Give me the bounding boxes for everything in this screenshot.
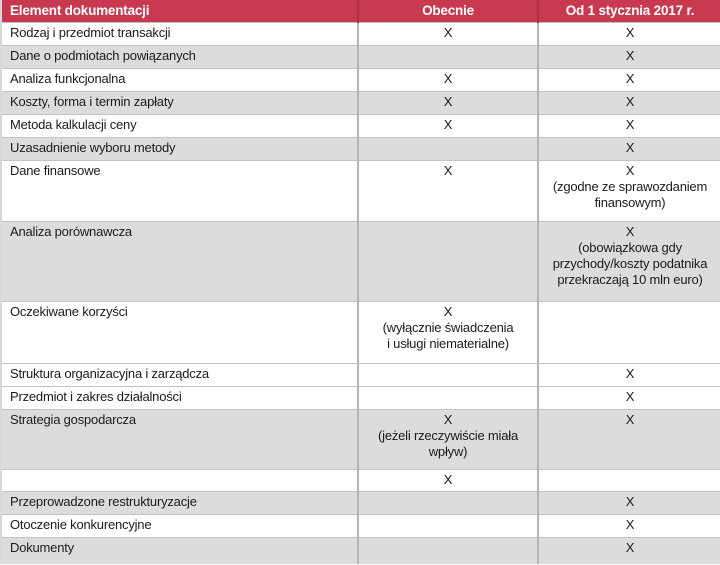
table-header: Element dokumentacji Obecnie Od 1 styczn… bbox=[1, 0, 720, 22]
element-label-cell: Strategia gospodarcza bbox=[1, 408, 358, 469]
header-row: Element dokumentacji Obecnie Od 1 styczn… bbox=[1, 0, 720, 22]
column-header-obecnie: Obecnie bbox=[357, 0, 538, 22]
od-2017-value-cell: X (obowiązkowa gdy przychody/koszty poda… bbox=[537, 220, 720, 301]
element-label-cell: Metoda kalkulacji ceny bbox=[1, 113, 358, 137]
column-header-element-dokumentacji: Element dokumentacji bbox=[1, 0, 358, 22]
table-row: Analiza funkcjonalna X X bbox=[1, 67, 720, 91]
obecnie-value-cell: X bbox=[357, 90, 538, 114]
table-row: Dane o podmiotach powiązanych X bbox=[1, 44, 720, 68]
od-2017-value-cell: X bbox=[537, 385, 720, 409]
table-row: Dane finansowe X X (zgodne ze sprawozdan… bbox=[1, 159, 720, 221]
table-row: Koszty, forma i termin zapłaty X X bbox=[1, 90, 720, 114]
obecnie-value-cell bbox=[357, 536, 538, 564]
obecnie-value-cell bbox=[357, 490, 538, 514]
od-2017-value-cell: X bbox=[537, 21, 720, 45]
element-label-cell: Koszty, forma i termin zapłaty bbox=[1, 90, 358, 114]
table-row: Przedmiot i zakres działalności X bbox=[1, 385, 720, 409]
od-2017-value-cell: X bbox=[537, 90, 720, 114]
table-body: Rodzaj i przedmiot transakcji X X Dane o… bbox=[1, 21, 720, 564]
od-2017-value-cell: X (zgodne ze sprawozdaniem finansowym) bbox=[537, 159, 720, 221]
table-row: Metoda kalkulacji ceny X X bbox=[1, 113, 720, 137]
od-2017-value-cell: X bbox=[537, 536, 720, 564]
obecnie-value-cell bbox=[357, 385, 538, 409]
element-label-cell: Przedmiot i zakres działalności bbox=[1, 385, 358, 409]
obecnie-value-cell bbox=[357, 136, 538, 160]
od-2017-value-cell: X bbox=[537, 513, 720, 537]
od-2017-value-cell: X bbox=[537, 490, 720, 514]
element-label-cell: Dane o podmiotach powiązanych bbox=[1, 44, 358, 68]
table-row: Dokumenty X bbox=[1, 536, 720, 564]
element-label-cell: Przeprowadzone restrukturyzacje bbox=[1, 490, 358, 514]
table-row: Przeprowadzone restrukturyzacje X bbox=[1, 490, 720, 514]
obecnie-value-cell: X (jeżeli rzeczywiście miała wpływ) bbox=[357, 408, 538, 469]
element-label-cell: Dane finansowe bbox=[1, 159, 358, 221]
element-label-cell: Analiza porównawcza bbox=[1, 220, 358, 301]
table-row: Oczekiwane korzyści X (wyłącznie świadcz… bbox=[1, 300, 720, 363]
od-2017-value-cell bbox=[537, 300, 720, 363]
od-2017-value-cell: X bbox=[537, 67, 720, 91]
element-label-cell: Rodzaj i przedmiot transakcji bbox=[1, 21, 358, 45]
table-row: Struktura organizacyjna i zarządcza X bbox=[1, 362, 720, 386]
od-2017-value-cell bbox=[537, 468, 720, 491]
od-2017-value-cell: X bbox=[537, 44, 720, 68]
element-label-cell: Dokumenty bbox=[1, 536, 358, 564]
obecnie-value-cell: X bbox=[357, 159, 538, 221]
element-label-cell: Struktura organizacyjna i zarządcza bbox=[1, 362, 358, 386]
obecnie-value-cell: X bbox=[357, 67, 538, 91]
table-row: X bbox=[1, 468, 720, 491]
table-row: Strategia gospodarcza X (jeżeli rzeczywi… bbox=[1, 408, 720, 469]
obecnie-value-cell bbox=[357, 44, 538, 68]
od-2017-value-cell: X bbox=[537, 408, 720, 469]
table-row: Uzasadnienie wyboru metody X bbox=[1, 136, 720, 160]
table-row: Otoczenie konkurencyjne X bbox=[1, 513, 720, 537]
column-header-od-2017: Od 1 stycznia 2017 r. bbox=[537, 0, 720, 22]
table-row: Rodzaj i przedmiot transakcji X X bbox=[1, 21, 720, 45]
obecnie-value-cell: X bbox=[357, 468, 538, 491]
obecnie-value-cell bbox=[357, 220, 538, 301]
obecnie-value-cell: X (wyłącznie świadczenia i usługi niemat… bbox=[357, 300, 538, 363]
element-label-cell: Oczekiwane korzyści bbox=[1, 300, 358, 363]
obecnie-value-cell: X bbox=[357, 21, 538, 45]
element-label-cell: Analiza funkcjonalna bbox=[1, 67, 358, 91]
element-label-cell: Otoczenie konkurencyjne bbox=[1, 513, 358, 537]
od-2017-value-cell: X bbox=[537, 136, 720, 160]
obecnie-value-cell: X bbox=[357, 113, 538, 137]
element-label-cell: Uzasadnienie wyboru metody bbox=[1, 136, 358, 160]
obecnie-value-cell bbox=[357, 513, 538, 537]
element-label-cell bbox=[1, 468, 358, 491]
obecnie-value-cell bbox=[357, 362, 538, 386]
od-2017-value-cell: X bbox=[537, 362, 720, 386]
od-2017-value-cell: X bbox=[537, 113, 720, 137]
table-row: Analiza porównawcza X (obowiązkowa gdy p… bbox=[1, 220, 720, 301]
